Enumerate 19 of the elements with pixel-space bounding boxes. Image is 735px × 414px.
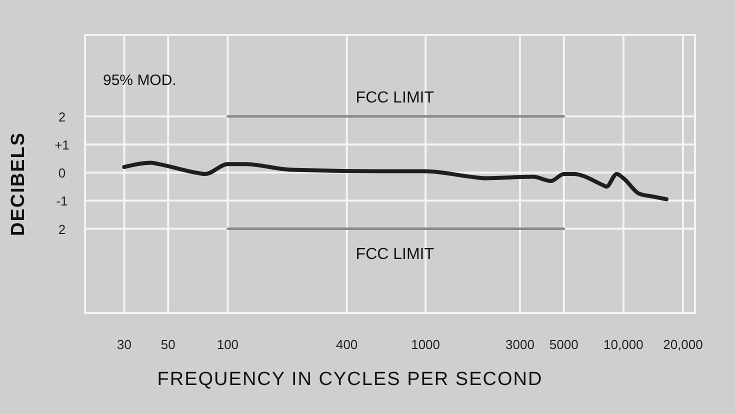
x-axis-title: FREQUENCY IN CYCLES PER SECOND — [157, 369, 543, 390]
x-tick-label: 1000 — [411, 337, 440, 352]
annotation: 95% MOD. — [103, 72, 176, 89]
x-tick-label: 30 — [117, 337, 132, 352]
y-tick-label: -1 — [56, 194, 68, 209]
x-tick-label: 100 — [216, 337, 239, 352]
y-tick-label: 2 — [58, 222, 66, 237]
x-tick-label: 50 — [160, 337, 176, 352]
y-tick-label: 0 — [58, 166, 66, 181]
x-tick-label: 10,000 — [604, 337, 644, 352]
y-tick-label: 2 — [58, 109, 66, 124]
y-axis-title: DECIBELS — [8, 132, 29, 236]
x-tick-label: 400 — [336, 337, 358, 352]
x-tick-label: 3000 — [506, 337, 534, 352]
annotation: FCC LIMIT — [356, 246, 434, 263]
x-tick-label: 5000 — [549, 337, 578, 352]
annotation: FCC LIMIT — [356, 89, 434, 106]
x-tick-label: 20,000 — [663, 337, 703, 352]
y-tick-label: +1 — [54, 138, 70, 153]
